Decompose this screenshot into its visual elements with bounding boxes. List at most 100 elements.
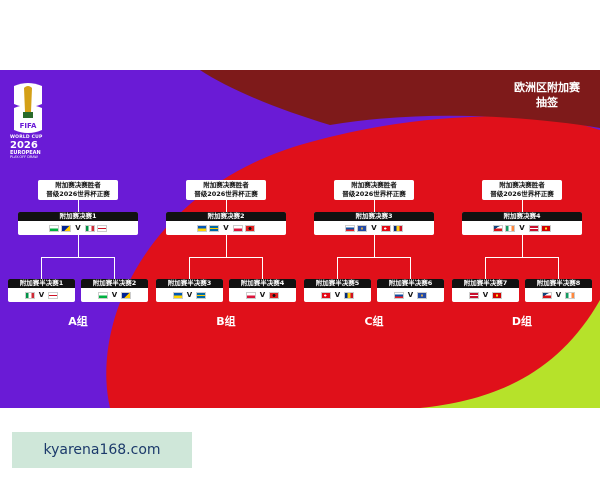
semi-1-label: 附加赛半决赛8 <box>525 279 592 288</box>
bracket-line <box>225 200 227 212</box>
versus-label: V <box>482 291 489 299</box>
england-flag-icon <box>96 224 107 232</box>
group-label: D组 <box>511 315 533 328</box>
versus-label: V <box>223 224 229 232</box>
semi-1-card: 附加赛半决赛8 V <box>525 279 592 302</box>
versus-label: V <box>334 291 341 299</box>
final-label: 附加赛决赛3 <box>314 212 434 221</box>
winner-box: 附加赛决赛胜者 晋级2026世界杯正赛 <box>334 180 414 200</box>
winner-box: 附加赛决赛胜者 晋级2026世界杯正赛 <box>482 180 562 200</box>
match-flags: V <box>525 288 592 302</box>
semi-0-label: 附加赛半决赛3 <box>156 279 223 288</box>
bg-dark-red <box>200 70 600 128</box>
slovakia-flag-icon <box>393 291 404 299</box>
bracket-line <box>485 257 559 258</box>
final-card: 附加赛决赛3 V <box>314 212 434 235</box>
poster-background <box>0 70 600 408</box>
versus-label: V <box>75 224 81 232</box>
north-macedonia-flag-icon <box>492 291 503 299</box>
italy-flag-icon <box>24 291 35 299</box>
romania-flag-icon <box>344 291 355 299</box>
semi-1-label: 附加赛半决赛6 <box>377 279 444 288</box>
versus-label: V <box>111 291 118 299</box>
group-label: B组 <box>216 315 236 328</box>
winner-line-2: 晋级2026世界杯正赛 <box>46 190 110 198</box>
bracket-line <box>114 257 115 279</box>
bracket-line <box>189 257 190 279</box>
turkey-flag-icon <box>320 291 331 299</box>
group-label: C组 <box>364 315 384 328</box>
denmark-flag-icon <box>468 291 479 299</box>
romania-flag-icon <box>392 224 403 232</box>
winner-line-2: 晋级2026世界杯正赛 <box>490 190 554 198</box>
ukraine-flag-icon <box>172 291 183 299</box>
poland-flag-icon <box>232 224 243 232</box>
bracket-line <box>41 257 42 279</box>
turkey-flag-icon <box>380 224 391 232</box>
semi-0-card: 附加赛半决赛3 V <box>156 279 223 302</box>
versus-label: V <box>38 291 45 299</box>
kosovo-flag-icon <box>417 291 428 299</box>
logo-line-4: PLAY-OFF DRAW <box>10 154 38 159</box>
logo-text: WORLD CUP 2026 EUROPEAN PLAY-OFF DRAW <box>10 135 60 159</box>
versus-label: V <box>371 224 377 232</box>
winner-line-1: 附加赛决赛胜者 <box>55 181 101 189</box>
title-line-1: 欧洲区附加赛 <box>514 81 580 94</box>
winner-line-1: 附加赛决赛胜者 <box>499 181 545 189</box>
winner-box: 附加赛决赛胜者 晋级2026世界杯正赛 <box>186 180 266 200</box>
sweden-flag-icon <box>196 291 207 299</box>
sweden-flag-icon <box>209 224 220 232</box>
match-flags: V <box>304 288 371 302</box>
czechia-flag-icon <box>493 224 504 232</box>
czechia-flag-icon <box>541 291 552 299</box>
bracket-line <box>189 257 263 258</box>
bracket-line <box>41 257 115 258</box>
bracket-line <box>521 200 523 212</box>
ukraine-flag-icon <box>197 224 208 232</box>
bosnia-flag-icon <box>121 291 132 299</box>
semi-0-card: 附加赛半决赛1 V <box>8 279 75 302</box>
semi-1-card: 附加赛半决赛4 V <box>229 279 296 302</box>
bracket-line <box>262 257 263 279</box>
bracket-line <box>337 257 411 258</box>
kosovo-flag-icon <box>357 224 368 232</box>
north-macedonia-flag-icon <box>540 224 551 232</box>
semi-0-label: 附加赛半决赛7 <box>452 279 519 288</box>
ireland-flag-icon <box>505 224 516 232</box>
logo-line-1: WORLD CUP <box>10 135 43 140</box>
match-flags: V <box>81 288 148 302</box>
match-flags: V <box>8 288 75 302</box>
semi-1-card: 附加赛半决赛2 V <box>81 279 148 302</box>
trophy-2026-icon: FIFA <box>14 83 42 133</box>
logo-line-3: EUROPEAN <box>10 149 41 156</box>
winner-line-1: 附加赛决赛胜者 <box>351 181 397 189</box>
versus-label: V <box>555 291 562 299</box>
italy-flag-icon <box>84 224 95 232</box>
final-card: 附加赛决赛2 V <box>166 212 286 235</box>
play-off-draw-poster: FIFA WORLD CUP 2026 EUROPEAN PLAY-OFF DR… <box>0 70 600 408</box>
winner-box: 附加赛决赛胜者 晋级2026世界杯正赛 <box>38 180 118 200</box>
bracket-line <box>77 235 79 257</box>
fifa-wordmark: FIFA <box>20 122 37 130</box>
bracket-line <box>373 235 375 257</box>
versus-label: V <box>186 291 193 299</box>
bracket-line <box>521 235 523 257</box>
final-card: 附加赛决赛1 V <box>18 212 138 235</box>
match-flags: V <box>18 221 138 235</box>
winner-line-2: 晋级2026世界杯正赛 <box>342 190 406 198</box>
slovakia-flag-icon <box>345 224 356 232</box>
poland-flag-icon <box>245 291 256 299</box>
semi-0-label: 附加赛半决赛5 <box>304 279 371 288</box>
ireland-flag-icon <box>565 291 576 299</box>
denmark-flag-icon <box>528 224 539 232</box>
group-label: A组 <box>68 315 88 328</box>
match-flags: V <box>377 288 444 302</box>
bracket-line <box>225 235 227 257</box>
bracket-line <box>77 200 79 212</box>
bracket-line <box>373 200 375 212</box>
winner-line-2: 晋级2026世界杯正赛 <box>194 190 258 198</box>
semi-1-label: 附加赛半决赛2 <box>81 279 148 288</box>
bracket-line <box>337 257 338 279</box>
match-flags: V <box>166 221 286 235</box>
bracket-line <box>485 257 486 279</box>
